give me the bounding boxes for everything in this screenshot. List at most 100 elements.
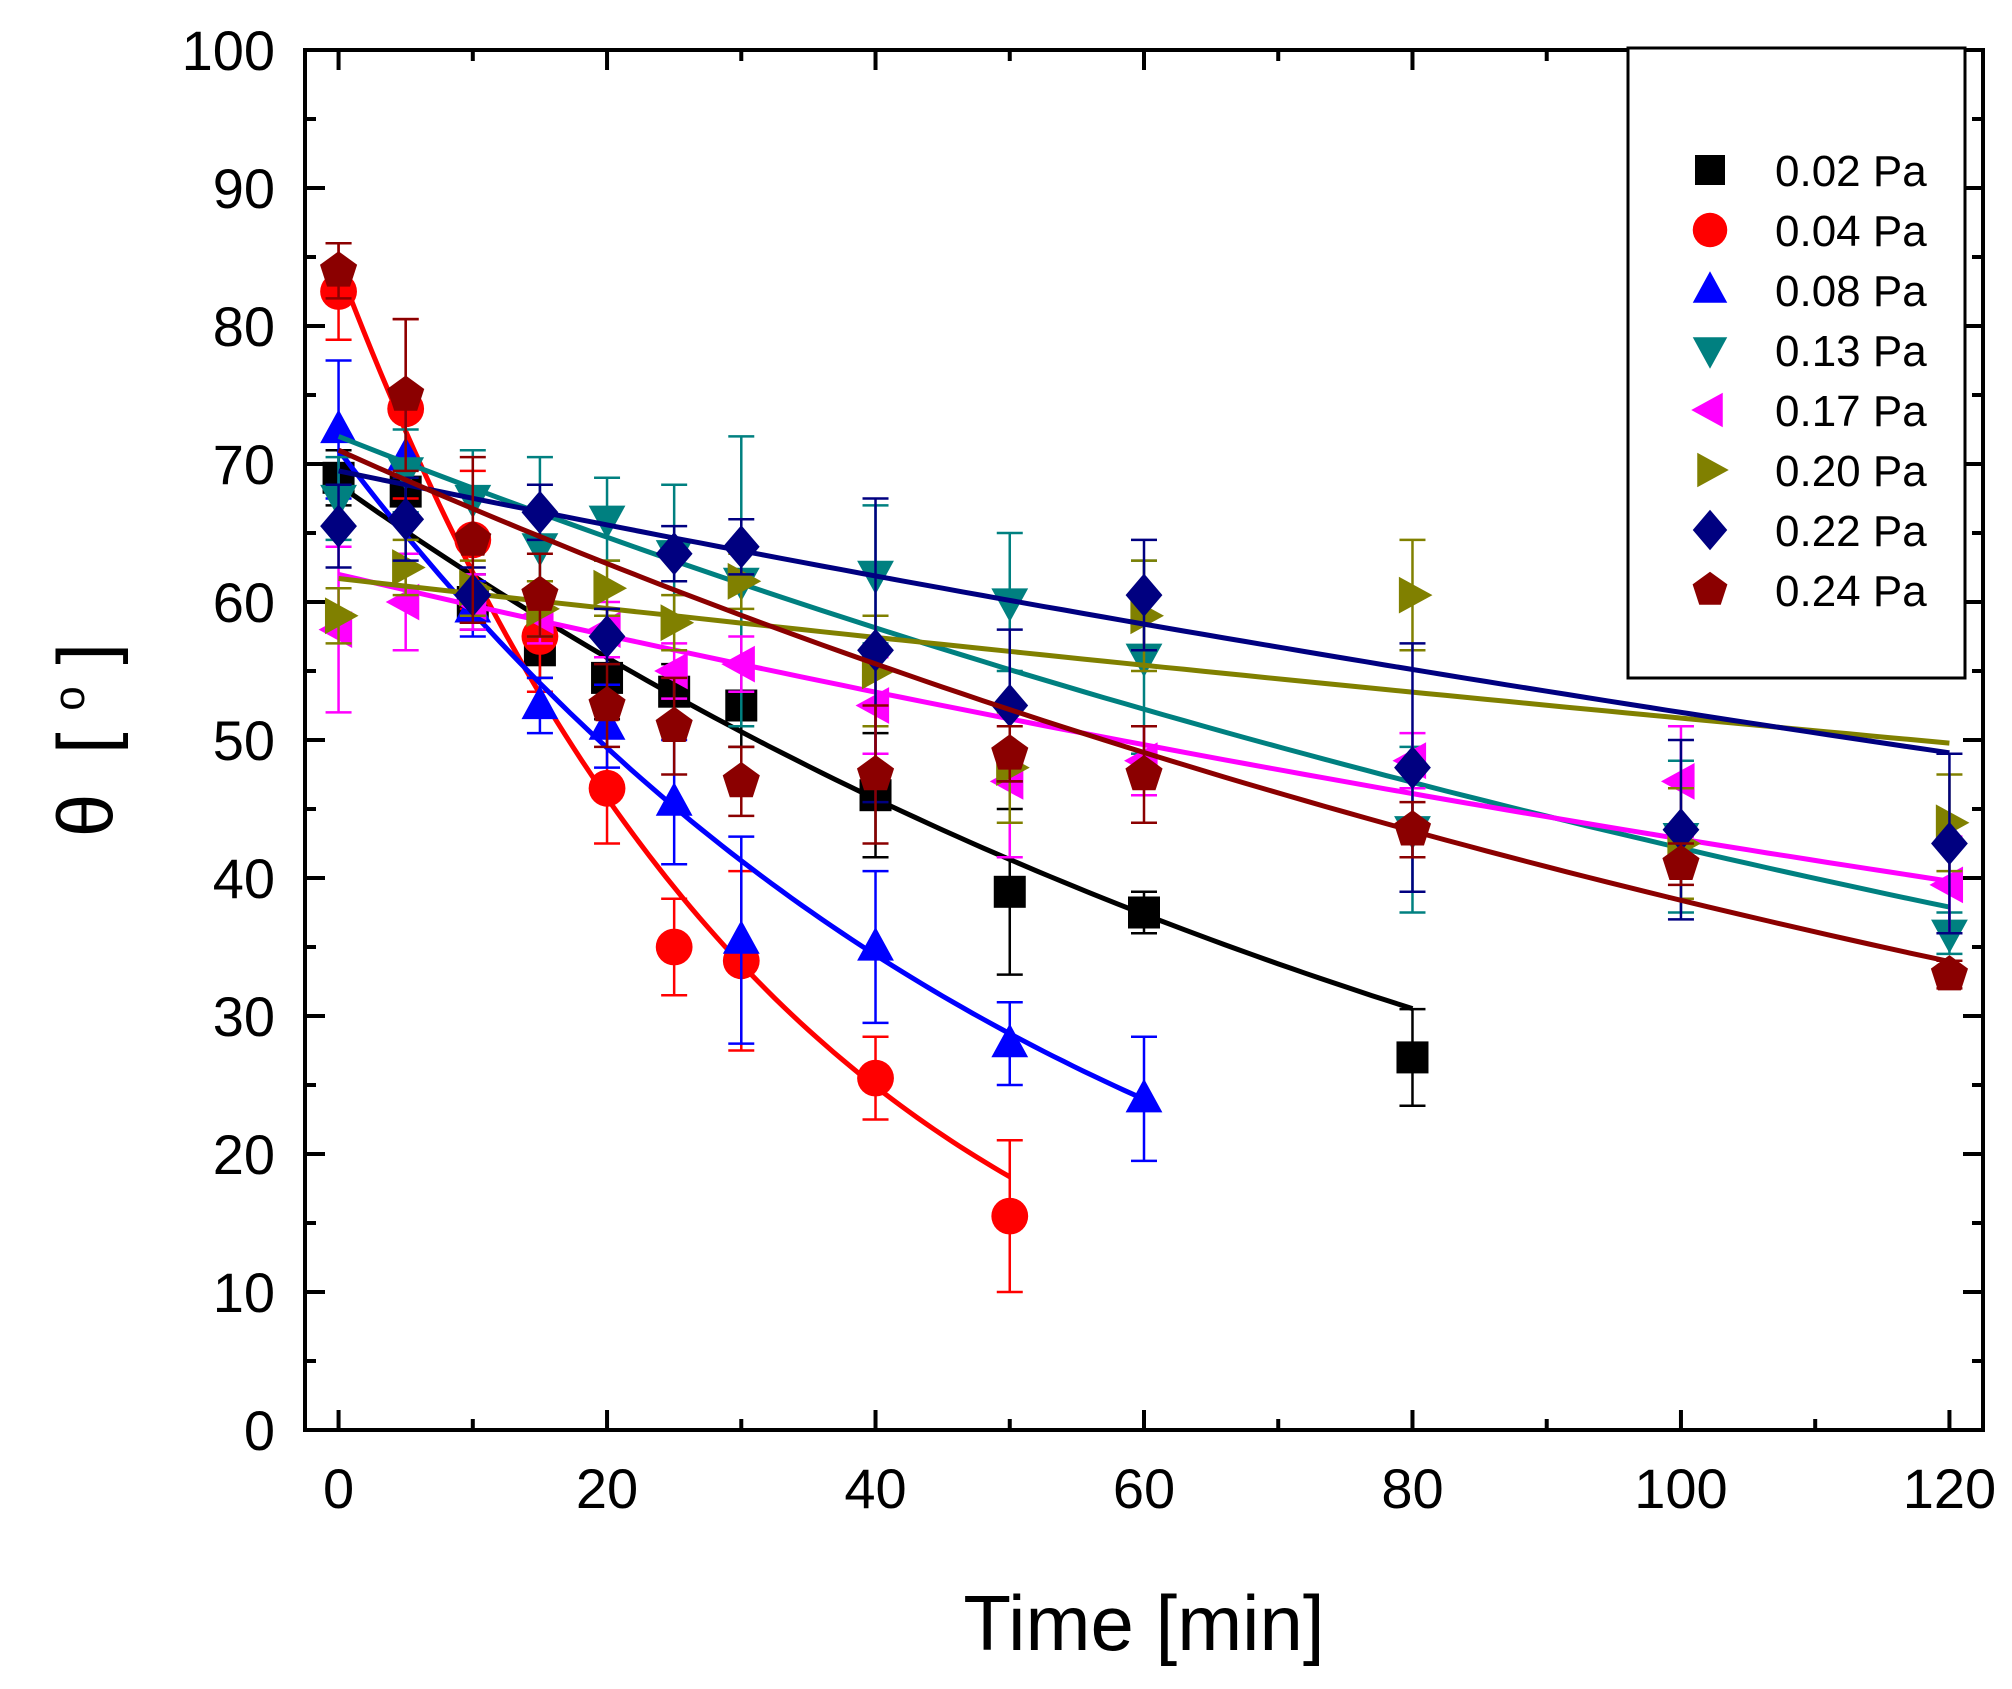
legend: 0.02 Pa 0.04 Pa 0.08 Pa 0.13 Pa 0.17 Pa 0.20 …: [1626, 46, 1967, 680]
y-tick-label: 50: [213, 709, 275, 772]
x-tick-label: 120: [1903, 1457, 1996, 1520]
data-point: [1929, 866, 1964, 904]
legend-label: 0.22 Pa: [1775, 507, 1927, 556]
legend-label: 0.24 Pa: [1775, 567, 1927, 616]
legend-marker: [1692, 271, 1728, 303]
y-tick-label: 0: [244, 1399, 275, 1462]
data-point: [655, 782, 693, 816]
y-tick-label: 30: [213, 985, 275, 1048]
data-point: [1128, 896, 1160, 929]
data-point: [991, 1023, 1029, 1058]
data-point: [722, 525, 760, 569]
legend-label: 0.08 Pa: [1775, 267, 1927, 316]
y-tick-label: 40: [213, 847, 275, 910]
y-axis-unit-degree: o: [45, 686, 94, 710]
y-tick-label: 100: [182, 19, 275, 82]
data-point: [1930, 955, 1969, 991]
y-tick-label: 20: [213, 1123, 275, 1186]
data-point: [655, 706, 693, 742]
data-point: [856, 754, 895, 791]
data-layer: [318, 241, 1970, 1294]
x-tick-label: 20: [576, 1457, 638, 1520]
x-tick-label: 60: [1113, 1457, 1175, 1520]
data-point: [320, 409, 357, 444]
fit-line: [336, 265, 1012, 1179]
data-point: [1931, 821, 1968, 866]
legend-item: 0.13 Pa: [1692, 327, 1927, 376]
legend-item: 0.04 Pa: [1692, 207, 1927, 256]
data-point: [387, 375, 425, 411]
data-point: [320, 504, 357, 548]
data-point: [660, 604, 695, 642]
legend-marker: [1692, 571, 1728, 605]
legend-box: [1626, 46, 1967, 680]
legend-marker: [1691, 392, 1723, 428]
data-point: [721, 645, 755, 683]
y-axis-unit-close: ]: [41, 643, 129, 665]
data-point: [593, 569, 628, 607]
legend-item: 0.02 Pa: [1695, 147, 1927, 196]
data-point: [654, 652, 688, 690]
legend-item: 0.17 Pa: [1691, 387, 1927, 436]
legend-item: 0.24 Pa: [1692, 567, 1927, 616]
y-axis-unit-open: [: [41, 732, 129, 754]
legend-label: 0.17 Pa: [1775, 387, 1927, 436]
data-point: [454, 520, 492, 556]
data-point: [392, 549, 426, 586]
y-tick-label: 90: [213, 157, 275, 220]
data-point: [588, 614, 626, 659]
series-0-24-pa: [319, 241, 1969, 991]
y-axis-title: θ [ o ]: [13, 643, 129, 837]
y-tick-label: 80: [213, 295, 275, 358]
y-tick-label: 70: [213, 433, 275, 496]
legend-label: 0.20 Pa: [1775, 447, 1927, 496]
data-point: [1662, 844, 1700, 880]
data-point: [1398, 576, 1433, 614]
data-point: [857, 927, 894, 961]
legend-item: 0.22 Pa: [1692, 507, 1927, 556]
data-point: [588, 685, 626, 722]
data-point: [655, 532, 693, 576]
legend-label: 0.04 Pa: [1775, 207, 1927, 256]
data-point: [387, 497, 425, 541]
legend-label: 0.13 Pa: [1775, 327, 1927, 376]
data-point: [722, 761, 760, 798]
y-tick-label: 10: [213, 1261, 275, 1324]
y-axis-symbol: θ: [41, 794, 129, 837]
data-point: [857, 628, 894, 672]
data-point: [1125, 1078, 1163, 1113]
x-tick-label: 80: [1381, 1457, 1443, 1520]
axis-ticks: 0 20 40 60 80 100 120 0 10 20 30 40 50 60 70 80 90 100: [182, 19, 1997, 1520]
legend-item: 0.20 Pa: [1697, 447, 1927, 496]
data-point: [521, 490, 559, 534]
data-point: [993, 875, 1026, 908]
data-point: [991, 734, 1029, 770]
data-point: [991, 683, 1029, 728]
legend-marker: [1692, 212, 1728, 248]
data-point: [1931, 919, 1968, 954]
data-point: [1396, 1041, 1429, 1074]
data-point: [1393, 810, 1432, 846]
legend-marker: [1697, 452, 1729, 488]
data-point: [1125, 754, 1163, 791]
x-tick-label: 40: [844, 1457, 906, 1520]
data-point: [521, 575, 559, 611]
data-point: [521, 685, 559, 720]
data-point: [722, 920, 760, 954]
data-point: [387, 457, 425, 491]
data-point: [1662, 808, 1700, 852]
data-point: [857, 1059, 894, 1097]
data-point: [655, 928, 693, 966]
data-point: [991, 1197, 1029, 1235]
y-tick-label: 60: [213, 571, 275, 634]
legend-label: 0.02 Pa: [1775, 147, 1927, 196]
legend-marker: [1692, 509, 1728, 551]
data-point: [1125, 573, 1163, 617]
legend-item: 0.08 Pa: [1692, 267, 1927, 316]
x-tick-label: 0: [323, 1457, 354, 1520]
data-point: [324, 597, 359, 635]
data-point: [319, 251, 358, 287]
legend-marker: [1692, 337, 1728, 369]
x-axis-title: Time [min]: [963, 1579, 1324, 1667]
